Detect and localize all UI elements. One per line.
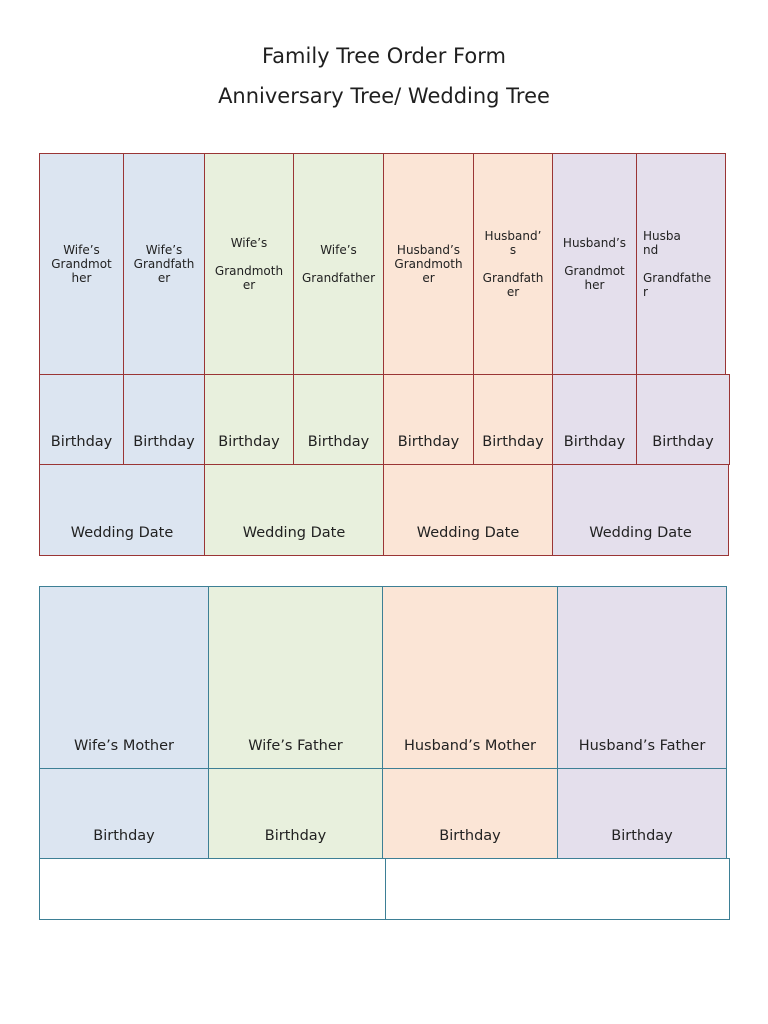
husband-grandfather-1-cell[interactable]: Husband’ s Grandfath er <box>473 153 553 375</box>
parent-birthday-cell-1[interactable]: Birthday <box>39 768 209 859</box>
husband-mother-cell[interactable]: Husband’s Mother <box>382 586 558 769</box>
husband-father-label: Husband’s Father <box>578 738 706 754</box>
page-title: Family Tree Order Form <box>262 44 506 68</box>
husband-mother-label: Husband’s Mother <box>403 738 537 754</box>
birthday-label: Birthday <box>482 434 544 450</box>
wife-grandmother-2-cell[interactable]: Wife’s Grandmoth er <box>204 153 294 375</box>
husband-father-cell[interactable]: Husband’s Father <box>557 586 727 769</box>
birthday-label: Birthday <box>264 828 327 844</box>
husband-grandmother-1-cell[interactable]: Husband’s Grandmoth er <box>383 153 474 375</box>
birthday-label: Birthday <box>93 828 155 844</box>
birthday-cell-5[interactable]: Birthday <box>383 374 474 465</box>
wife-grandfather-1-label: Wife’s Grandfath er <box>133 243 195 285</box>
page-subtitle: Anniversary Tree/ Wedding Tree <box>218 84 550 108</box>
birthday-label: Birthday <box>307 434 370 450</box>
wife-grandmother-2-label: Wife’s Grandmoth er <box>214 236 284 292</box>
birthday-cell-2[interactable]: Birthday <box>123 374 205 465</box>
wedding-date-cell-4[interactable]: Wedding Date <box>552 464 729 556</box>
husband-grandmother-1-label: Husband’s Grandmoth er <box>394 243 463 285</box>
birthday-label: Birthday <box>652 434 714 450</box>
wife-grandfather-1-cell[interactable]: Wife’s Grandfath er <box>123 153 205 375</box>
parent-birthday-cell-2[interactable]: Birthday <box>208 768 383 859</box>
birthday-label: Birthday <box>397 434 460 450</box>
birthday-label: Birthday <box>439 828 501 844</box>
birthday-cell-8[interactable]: Birthday <box>636 374 730 465</box>
birthday-label: Birthday <box>50 434 113 450</box>
birthday-label: Birthday <box>218 434 280 450</box>
wedding-date-cell-1[interactable]: Wedding Date <box>39 464 205 556</box>
husband-grandfather-1-label: Husband’ s Grandfath er <box>482 229 544 299</box>
birthday-label: Birthday <box>611 828 673 844</box>
wedding-date-label: Wedding Date <box>70 525 174 541</box>
birthday-label: Birthday <box>563 434 626 450</box>
husband-grandfather-2-cell[interactable]: Husba nd Grandfathe r <box>636 153 726 375</box>
wife-mother-cell[interactable]: Wife’s Mother <box>39 586 209 769</box>
birthday-cell-6[interactable]: Birthday <box>473 374 553 465</box>
wife-grandfather-2-cell[interactable]: Wife’s Grandfather <box>293 153 384 375</box>
wife-father-cell[interactable]: Wife’s Father <box>208 586 383 769</box>
wife-grandfather-2-label: Wife’s Grandfather <box>301 243 375 285</box>
wife-grandmother-1-label: Wife’s Grandmot her <box>51 243 112 285</box>
birthday-cell-4[interactable]: Birthday <box>293 374 384 465</box>
wife-father-label: Wife’s Father <box>248 738 343 754</box>
husband-grandfather-2-label: Husba nd Grandfathe r <box>643 229 712 299</box>
birthday-cell-3[interactable]: Birthday <box>204 374 294 465</box>
blank-field-left[interactable] <box>39 858 386 920</box>
blank-field-right[interactable] <box>385 858 730 920</box>
wedding-date-cell-3[interactable]: Wedding Date <box>383 464 553 556</box>
parent-birthday-cell-3[interactable]: Birthday <box>382 768 558 859</box>
wedding-date-label: Wedding Date <box>416 525 520 541</box>
wife-mother-label: Wife’s Mother <box>74 738 174 754</box>
husband-grandmother-2-cell[interactable]: Husband’s Grandmot her <box>552 153 637 375</box>
birthday-cell-7[interactable]: Birthday <box>552 374 637 465</box>
wedding-date-label: Wedding Date <box>242 525 346 541</box>
wedding-date-label: Wedding Date <box>589 525 692 541</box>
birthday-label: Birthday <box>133 434 195 450</box>
husband-grandmother-2-label: Husband’s Grandmot her <box>562 236 627 292</box>
parent-birthday-cell-4[interactable]: Birthday <box>557 768 727 859</box>
wedding-date-cell-2[interactable]: Wedding Date <box>204 464 384 556</box>
wife-grandmother-1-cell[interactable]: Wife’s Grandmot her <box>39 153 124 375</box>
birthday-cell-1[interactable]: Birthday <box>39 374 124 465</box>
